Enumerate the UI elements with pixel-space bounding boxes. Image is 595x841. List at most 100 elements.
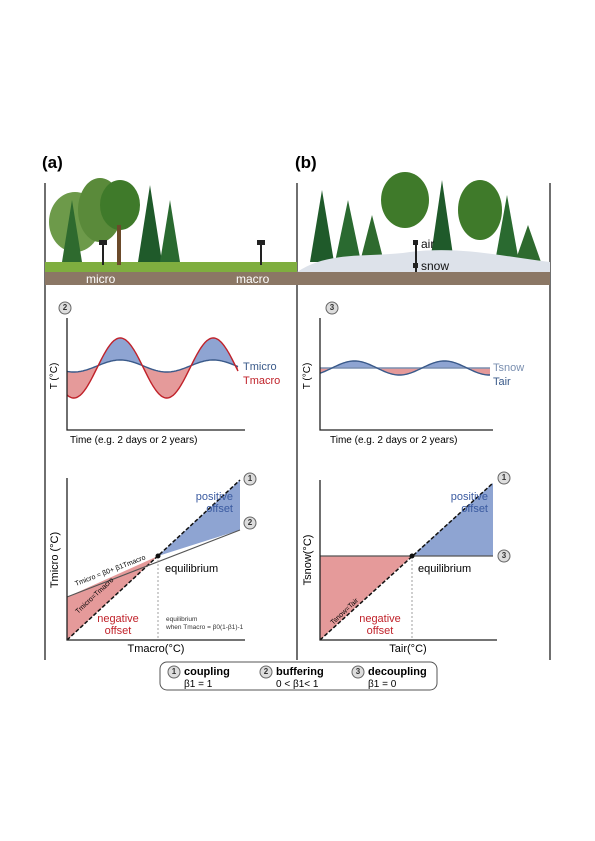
fill-slice bbox=[479, 368, 480, 374]
badge-circle bbox=[167, 665, 181, 679]
fill-slice bbox=[107, 347, 108, 363]
legend-title: buffering bbox=[276, 666, 324, 678]
fill-slice bbox=[399, 368, 400, 375]
fill-slice bbox=[120, 338, 121, 361]
fill-slice bbox=[78, 371, 79, 397]
legend-condition: β1 = 1 bbox=[184, 679, 213, 690]
badge: 1 bbox=[167, 665, 181, 679]
fill-slice bbox=[341, 363, 342, 368]
fill-slice bbox=[130, 344, 131, 362]
fill-slice bbox=[126, 340, 127, 361]
fill-slice bbox=[167, 371, 168, 398]
panel-label: (a) bbox=[42, 153, 63, 172]
badge: 2 bbox=[58, 301, 72, 315]
series-label: Tair bbox=[493, 376, 511, 388]
fill-slice bbox=[321, 368, 322, 373]
legend-title: decoupling bbox=[368, 666, 427, 678]
fill-slice bbox=[199, 349, 200, 363]
fill-slice bbox=[216, 338, 217, 361]
fill-slice bbox=[121, 338, 122, 361]
fill-slice bbox=[348, 361, 349, 368]
fill-slice bbox=[87, 369, 88, 387]
fill-slice bbox=[452, 361, 453, 368]
fill-slice bbox=[118, 338, 119, 361]
fill-slice bbox=[123, 338, 124, 361]
offset-label: positive offset bbox=[451, 491, 488, 515]
equilibrium-note: equilibrium when Tmacro = β0(1-β1)-1 bbox=[165, 616, 244, 631]
fill-slice bbox=[85, 370, 86, 390]
fill-slice bbox=[394, 368, 395, 375]
fill-slice bbox=[133, 348, 134, 363]
fill-slice bbox=[202, 344, 203, 362]
badge: 1 bbox=[497, 471, 511, 485]
fill-slice bbox=[364, 362, 365, 368]
landscape-label: micro bbox=[86, 272, 116, 286]
fill-slice bbox=[344, 362, 345, 368]
axis-label: Time (e.g. 2 days or 2 years) bbox=[70, 435, 197, 446]
fill-slice bbox=[88, 369, 89, 386]
fill-slice bbox=[131, 345, 132, 362]
landscape-label: air bbox=[421, 237, 434, 251]
fill-slice bbox=[404, 368, 405, 375]
fill-slice bbox=[116, 338, 117, 361]
fill-slice bbox=[169, 371, 170, 398]
fill-slice bbox=[205, 341, 206, 361]
fill-slice bbox=[455, 362, 456, 368]
fill-slice bbox=[457, 363, 458, 368]
equilibrium-point bbox=[155, 553, 161, 559]
fill-slice bbox=[71, 371, 72, 398]
landscape-label: macro bbox=[236, 272, 270, 286]
fill-slice bbox=[184, 367, 185, 380]
fill-slice bbox=[226, 348, 227, 363]
fill-slice bbox=[218, 339, 219, 361]
fill-slice bbox=[172, 371, 173, 397]
fill-slice bbox=[397, 368, 398, 375]
one-to-one-line bbox=[66, 479, 241, 641]
fill-slice bbox=[168, 371, 169, 398]
wave-fill bbox=[66, 337, 239, 399]
fill-slice bbox=[68, 371, 69, 397]
series-label: Tmicro bbox=[243, 361, 277, 373]
fill-slice bbox=[387, 368, 388, 373]
fill-slice bbox=[214, 338, 215, 361]
fill-slice bbox=[363, 362, 364, 368]
fill-slice bbox=[124, 338, 125, 361]
offset-label: negative offset bbox=[97, 613, 139, 637]
badge: 2 bbox=[259, 665, 273, 679]
fill-slice bbox=[343, 362, 344, 368]
fill-slice bbox=[113, 340, 114, 361]
fill-slice bbox=[177, 370, 178, 392]
fill-slice bbox=[488, 368, 489, 375]
fill-slice bbox=[483, 368, 484, 375]
offset-label: negative offset bbox=[359, 613, 401, 637]
fill-slice bbox=[211, 338, 212, 361]
wave-fill bbox=[319, 360, 490, 376]
badge: 1 bbox=[243, 472, 257, 486]
axis bbox=[319, 318, 493, 431]
fill-slice bbox=[388, 368, 389, 374]
fill-slice bbox=[156, 370, 157, 392]
fill-slice bbox=[213, 338, 214, 361]
fill-slice bbox=[111, 342, 112, 362]
fill-slice bbox=[163, 371, 164, 398]
fill-slice bbox=[128, 342, 129, 362]
fill-slice bbox=[410, 368, 411, 374]
fill-slice bbox=[227, 350, 228, 363]
badge: 3 bbox=[325, 301, 339, 315]
fill-slice bbox=[448, 361, 449, 368]
fill-slice bbox=[219, 340, 220, 361]
fill-slice bbox=[155, 370, 156, 391]
fill-slice bbox=[76, 371, 77, 398]
landscape-a bbox=[45, 178, 297, 285]
fill-slice bbox=[349, 361, 350, 368]
fill-slice bbox=[355, 361, 356, 368]
fill-slice bbox=[437, 361, 438, 368]
fill-slice bbox=[166, 371, 167, 398]
fill-slice bbox=[386, 368, 387, 373]
fill-slice bbox=[91, 367, 92, 380]
axis bbox=[66, 478, 245, 641]
fill-slice bbox=[401, 368, 402, 375]
axis-label: Time (e.g. 2 days or 2 years) bbox=[330, 435, 457, 446]
axis-label: T (°C) bbox=[49, 363, 60, 390]
equilibrium-label: equilibrium bbox=[418, 563, 471, 575]
